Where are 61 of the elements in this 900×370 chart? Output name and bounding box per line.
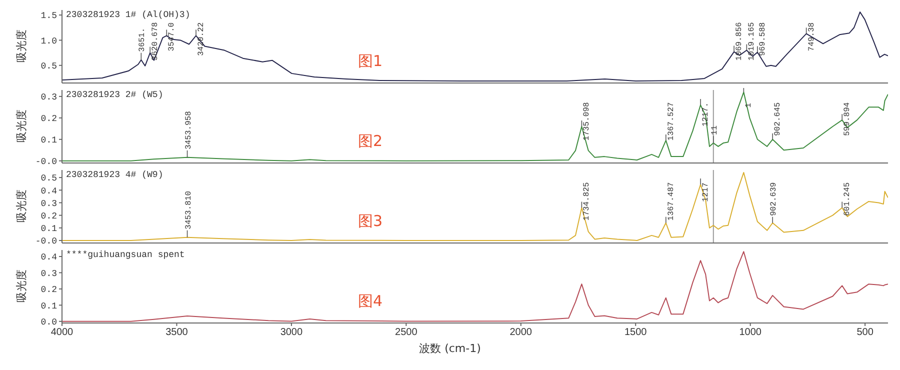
annotation: 1217. xyxy=(702,102,711,126)
y-tick-label: 0.3 xyxy=(40,268,57,279)
y-tick-label: 0.1 xyxy=(40,136,57,146)
y-tick-label: 0.2 xyxy=(40,114,57,124)
annotation: 3547.0 xyxy=(168,22,177,52)
x-axis-title: 波数 (cm-1) xyxy=(418,341,482,356)
annotation: 3453.958 xyxy=(184,110,194,150)
y-axis-title: 吸光度 xyxy=(14,268,29,304)
chart-title: 2303281923 4# (W9) xyxy=(66,170,164,180)
y-tick-label: 0.4 xyxy=(40,252,57,263)
y-tick-label: 0.4 xyxy=(40,186,57,196)
y-tick-label: 0.3 xyxy=(40,92,57,103)
y-axis-title: 吸光度 xyxy=(14,108,29,144)
annotation: 3420.22 xyxy=(196,22,206,56)
y-axis-title: 吸光度 xyxy=(14,188,29,224)
chart-title: 2303281923 1# (Al(OH)3) xyxy=(66,10,190,20)
annotation: 图2 xyxy=(358,132,383,151)
annotation: 1 xyxy=(744,102,754,108)
y-tick-label: 0.2 xyxy=(40,285,57,296)
x-tick-label: 3500 xyxy=(166,327,188,338)
y-tick-label: 0.0 xyxy=(40,318,57,328)
annotation: 902.645 xyxy=(774,102,783,136)
annotation: 图1 xyxy=(358,52,383,71)
y-tick-label: 1.0 xyxy=(40,36,57,46)
annotation: 1735.098 xyxy=(582,102,592,141)
annotation: 3651. xyxy=(138,28,148,52)
x-tick-label: 2000 xyxy=(510,327,532,338)
x-tick-label: 500 xyxy=(856,327,874,338)
annotation: 1734.825 xyxy=(582,182,592,221)
annotation: 749.38 xyxy=(807,22,816,52)
annotation: 1069.856 xyxy=(735,22,744,61)
annotation: 3453.810 xyxy=(184,190,194,230)
chart-title: ****guihuangsuan spent xyxy=(66,250,185,260)
x-tick-label: 4000 xyxy=(50,327,74,338)
annotation: 902.639 xyxy=(770,182,779,216)
y-tick-label: 0.1 xyxy=(40,224,57,234)
y-tick-label: 0.5 xyxy=(40,62,57,72)
annotation: 969.588 xyxy=(758,22,768,56)
x-tick-label: 1500 xyxy=(624,327,648,338)
annotation: 1217 xyxy=(702,182,711,202)
annotation: 599.894 xyxy=(843,102,852,136)
annotation: 图4 xyxy=(358,292,383,311)
y-tick-label: -0.0 xyxy=(35,236,57,247)
y-axis-title: 吸光度 xyxy=(14,28,29,64)
y-tick-label: 1.5 xyxy=(40,11,57,22)
annotation: 1367.527 xyxy=(666,102,676,141)
annotation: 1367.487 xyxy=(666,182,676,221)
y-tick-label: 0.3 xyxy=(40,198,57,209)
x-tick-label: 1000 xyxy=(739,327,762,338)
y-tick-label: 0.5 xyxy=(40,174,57,184)
chart-title: 2303281923 2# (W5) xyxy=(66,90,164,100)
annotation: 图3 xyxy=(358,212,383,231)
annotation: 3620.678 xyxy=(151,22,160,61)
x-tick-label: 2500 xyxy=(395,327,418,338)
y-tick-label: 0.1 xyxy=(40,301,57,312)
annotation: 601.245 xyxy=(843,182,852,216)
x-tick-label: 3000 xyxy=(280,327,304,338)
annotation: 11 xyxy=(710,125,720,136)
y-tick-label: 0.2 xyxy=(40,212,57,222)
annotation: 1019.165 xyxy=(748,22,757,61)
y-tick-label: -0.0 xyxy=(35,157,57,168)
